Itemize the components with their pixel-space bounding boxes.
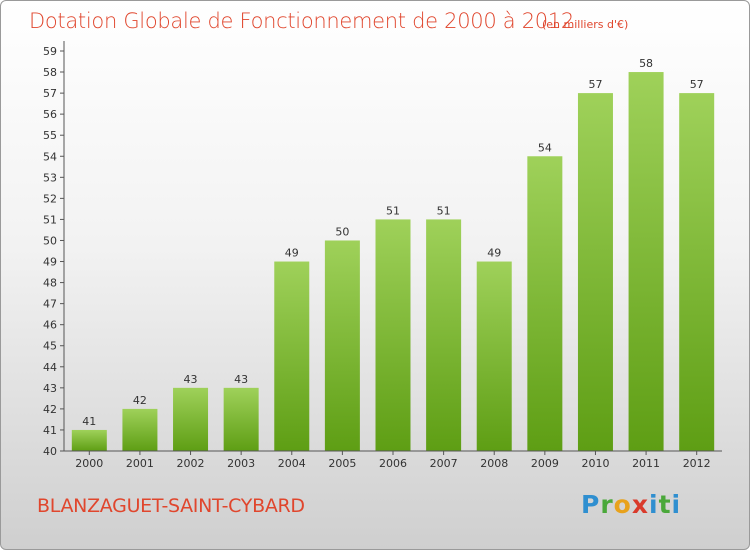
chart-title: Dotation Globale de Fonctionnement de 20…: [29, 9, 574, 33]
logo-letter: i: [671, 490, 682, 519]
y-tick-label: 59: [43, 45, 57, 58]
chart-subtitle: (en milliers d'€): [542, 18, 629, 31]
bar: [375, 219, 411, 451]
x-tick-label: 2000: [75, 457, 103, 470]
y-tick-label: 51: [43, 213, 57, 226]
logo-letter: i: [649, 490, 659, 519]
logo-letter: o: [613, 490, 632, 519]
x-tick-label: 2004: [278, 457, 306, 470]
logo-letter: P: [581, 490, 601, 519]
bar-value-label: 51: [386, 204, 400, 217]
y-tick-label: 46: [43, 319, 57, 332]
bar-value-label: 43: [184, 373, 198, 386]
commune-name: BLANZAGUET-SAINT-CYBARD: [37, 495, 305, 517]
y-tick-label: 40: [43, 445, 57, 458]
bar: [426, 219, 462, 451]
bar: [122, 408, 158, 451]
x-tick-label: 2003: [227, 457, 255, 470]
x-tick-label: 2007: [430, 457, 458, 470]
x-tick-label: 2010: [581, 457, 609, 470]
y-tick-label: 52: [43, 192, 57, 205]
bar: [577, 93, 613, 452]
bar: [324, 240, 360, 451]
bar: [71, 429, 107, 451]
x-tick-label: 2002: [177, 457, 205, 470]
y-tick-label: 48: [43, 277, 57, 290]
bar-value-label: 43: [234, 373, 248, 386]
bar-value-label: 49: [285, 247, 299, 260]
x-tick-label: 2012: [683, 457, 711, 470]
y-tick-label: 55: [43, 129, 57, 142]
proxiti-logo: Proxiti: [581, 490, 681, 519]
bar-value-label: 54: [538, 141, 552, 154]
bar-value-label: 41: [82, 415, 96, 428]
y-tick-label: 49: [43, 256, 57, 269]
x-tick-label: 2011: [632, 457, 660, 470]
bar-value-label: 51: [437, 204, 451, 217]
y-tick-label: 44: [43, 361, 57, 374]
bar: [223, 387, 259, 451]
y-tick-label: 45: [43, 340, 57, 353]
bar-value-label: 57: [690, 78, 704, 91]
y-tick-label: 41: [43, 424, 57, 437]
x-tick-label: 2008: [480, 457, 508, 470]
y-tick-label: 57: [43, 87, 57, 100]
y-tick-label: 56: [43, 108, 57, 121]
y-tick-label: 53: [43, 171, 57, 184]
x-tick-label: 2009: [531, 457, 559, 470]
y-tick-label: 54: [43, 150, 57, 163]
x-tick-label: 2006: [379, 457, 407, 470]
logo-letter: t: [658, 490, 672, 519]
bar: [173, 387, 209, 451]
bar-value-label: 42: [133, 394, 147, 407]
bar: [274, 261, 310, 451]
logo-letter: r: [600, 490, 614, 519]
y-tick-label: 42: [43, 403, 57, 416]
y-tick-label: 43: [43, 382, 57, 395]
x-tick-label: 2001: [126, 457, 154, 470]
bar: [527, 156, 563, 451]
y-tick-label: 58: [43, 66, 57, 79]
y-tick-label: 47: [43, 298, 57, 311]
logo-letter: x: [631, 490, 649, 519]
bar: [679, 93, 715, 452]
bar: [476, 261, 512, 451]
y-tick-label: 50: [43, 234, 57, 247]
bar-value-label: 58: [639, 57, 653, 70]
bar-value-label: 50: [335, 225, 349, 238]
bar-value-label: 49: [487, 247, 501, 260]
x-tick-label: 2005: [328, 457, 356, 470]
bar-value-label: 57: [588, 78, 602, 91]
bar: [628, 72, 664, 451]
